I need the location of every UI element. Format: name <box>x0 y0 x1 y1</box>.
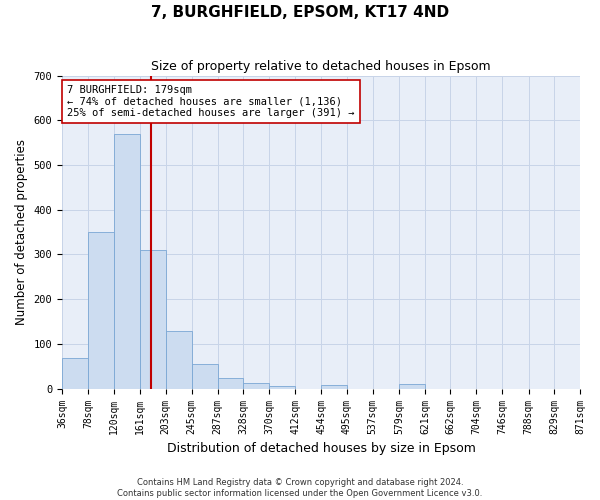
Bar <box>62 358 88 388</box>
Bar <box>399 384 425 388</box>
Title: Size of property relative to detached houses in Epsom: Size of property relative to detached ho… <box>151 60 491 73</box>
Bar <box>166 330 191 388</box>
Bar <box>269 386 295 388</box>
Text: Contains HM Land Registry data © Crown copyright and database right 2024.
Contai: Contains HM Land Registry data © Crown c… <box>118 478 482 498</box>
Bar <box>191 364 218 388</box>
Bar <box>114 134 140 388</box>
Bar <box>322 385 347 388</box>
X-axis label: Distribution of detached houses by size in Epsom: Distribution of detached houses by size … <box>167 442 475 455</box>
Bar <box>243 383 269 388</box>
Text: 7 BURGHFIELD: 179sqm
← 74% of detached houses are smaller (1,136)
25% of semi-de: 7 BURGHFIELD: 179sqm ← 74% of detached h… <box>67 85 355 118</box>
Bar <box>218 378 243 388</box>
Text: 7, BURGHFIELD, EPSOM, KT17 4ND: 7, BURGHFIELD, EPSOM, KT17 4ND <box>151 5 449 20</box>
Y-axis label: Number of detached properties: Number of detached properties <box>15 139 28 325</box>
Bar <box>140 250 166 388</box>
Bar <box>88 232 114 388</box>
